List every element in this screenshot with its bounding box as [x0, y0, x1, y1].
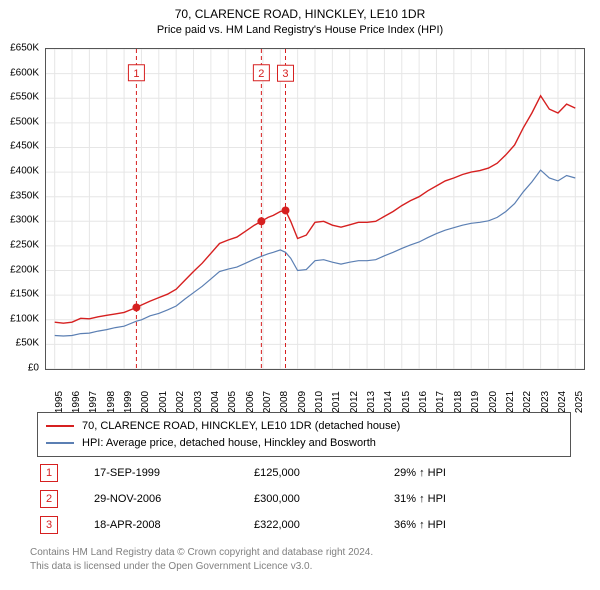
x-tick-label: 2010: [314, 391, 325, 413]
sale-record-row: 2 29-NOV-2006£300,00031% ↑ HPI: [30, 486, 570, 512]
legend-box: 70, CLARENCE ROAD, HINCKLEY, LE10 1DR (d…: [37, 412, 571, 457]
x-tick-label: 2024: [557, 391, 568, 413]
x-tick-label: 2015: [401, 391, 412, 413]
x-tick-label: 1995: [54, 391, 65, 413]
x-tick-label: 2001: [158, 391, 169, 413]
legend-label-hpi: HPI: Average price, detached house, Hinc…: [82, 435, 376, 452]
sale-price: £300,000: [254, 493, 394, 505]
y-tick-label: £250K: [10, 239, 39, 250]
x-tick-label: 2016: [418, 391, 429, 413]
sale-date: 18-APR-2008: [94, 519, 254, 531]
legend-label-property: 70, CLARENCE ROAD, HINCKLEY, LE10 1DR (d…: [82, 418, 400, 435]
x-tick-label: 1998: [106, 391, 117, 413]
chart-plot-area: 1 2 3: [45, 48, 585, 370]
chart-svg: 1 2 3: [46, 49, 584, 369]
sale-price: £125,000: [254, 467, 394, 479]
x-tick-label: 2013: [366, 391, 377, 413]
x-tick-label: 2008: [279, 391, 290, 413]
y-tick-label: £150K: [10, 289, 39, 300]
sale-date: 29-NOV-2006: [94, 493, 254, 505]
x-tick-label: 2025: [574, 391, 585, 413]
y-tick-label: £600K: [10, 67, 39, 78]
sale-hpi-delta: 31% ↑ HPI: [394, 493, 544, 505]
x-tick-label: 2005: [227, 391, 238, 413]
x-tick-label: 2017: [435, 391, 446, 413]
x-tick-label: 2020: [488, 391, 499, 413]
x-tick-label: 2021: [505, 391, 516, 413]
x-tick-label: 2012: [349, 391, 360, 413]
x-tick-label: 1996: [71, 391, 82, 413]
y-tick-label: £450K: [10, 141, 39, 152]
legend-swatch-hpi: [46, 442, 74, 444]
y-tick-label: £400K: [10, 166, 39, 177]
sale-record-row: 1 17-SEP-1999£125,00029% ↑ HPI: [30, 460, 570, 486]
x-tick-label: 2023: [540, 391, 551, 413]
legend-row: HPI: Average price, detached house, Hinc…: [46, 435, 562, 452]
x-tick-label: 1999: [123, 391, 134, 413]
x-tick-label: 1997: [88, 391, 99, 413]
x-tick-label: 2007: [262, 391, 273, 413]
y-tick-label: £50K: [16, 338, 39, 349]
svg-text:2: 2: [258, 68, 264, 80]
y-tick-label: £100K: [10, 313, 39, 324]
sale-marker-box: 3: [40, 516, 58, 534]
legend-swatch-property: [46, 425, 74, 427]
y-tick-label: £500K: [10, 116, 39, 127]
x-tick-label: 2022: [522, 391, 533, 413]
sale-date: 17-SEP-1999: [94, 467, 254, 479]
svg-text:3: 3: [282, 68, 288, 80]
footer-line1: Contains HM Land Registry data © Crown c…: [30, 546, 570, 560]
sale-price: £322,000: [254, 519, 394, 531]
y-tick-label: £650K: [10, 43, 39, 54]
x-tick-label: 2009: [297, 391, 308, 413]
chart-title-block: 70, CLARENCE ROAD, HINCKLEY, LE10 1DR Pr…: [0, 0, 600, 38]
x-tick-label: 2004: [210, 391, 221, 413]
y-axis-labels: £0£50K£100K£150K£200K£250K£300K£350K£400…: [0, 48, 42, 370]
sale-marker-box: 2: [40, 490, 58, 508]
y-tick-label: £0: [28, 363, 39, 374]
x-tick-label: 2019: [470, 391, 481, 413]
sale-record-row: 3 18-APR-2008£322,00036% ↑ HPI: [30, 512, 570, 538]
y-tick-label: £300K: [10, 215, 39, 226]
y-tick-label: £200K: [10, 264, 39, 275]
x-tick-label: 2006: [245, 391, 256, 413]
x-tick-label: 2018: [453, 391, 464, 413]
footer-line2: This data is licensed under the Open Gov…: [30, 560, 570, 574]
x-tick-label: 2014: [383, 391, 394, 413]
title-line1: 70, CLARENCE ROAD, HINCKLEY, LE10 1DR: [0, 6, 600, 23]
x-tick-label: 2002: [175, 391, 186, 413]
x-axis-labels: 1995199619971998199920002001200220032004…: [45, 372, 585, 408]
legend-row: 70, CLARENCE ROAD, HINCKLEY, LE10 1DR (d…: [46, 418, 562, 435]
footer-attribution: Contains HM Land Registry data © Crown c…: [30, 546, 570, 573]
title-line2: Price paid vs. HM Land Registry's House …: [0, 23, 600, 38]
x-tick-label: 2003: [193, 391, 204, 413]
sale-marker-box: 1: [40, 464, 58, 482]
svg-text:1: 1: [133, 68, 139, 80]
sale-hpi-delta: 29% ↑ HPI: [394, 467, 544, 479]
y-tick-label: £550K: [10, 92, 39, 103]
sales-table: 1 17-SEP-1999£125,00029% ↑ HPI 2 29-NOV-200…: [30, 460, 570, 538]
y-tick-label: £350K: [10, 190, 39, 201]
x-tick-label: 2011: [331, 391, 342, 413]
x-tick-label: 2000: [140, 391, 151, 413]
sale-hpi-delta: 36% ↑ HPI: [394, 519, 544, 531]
